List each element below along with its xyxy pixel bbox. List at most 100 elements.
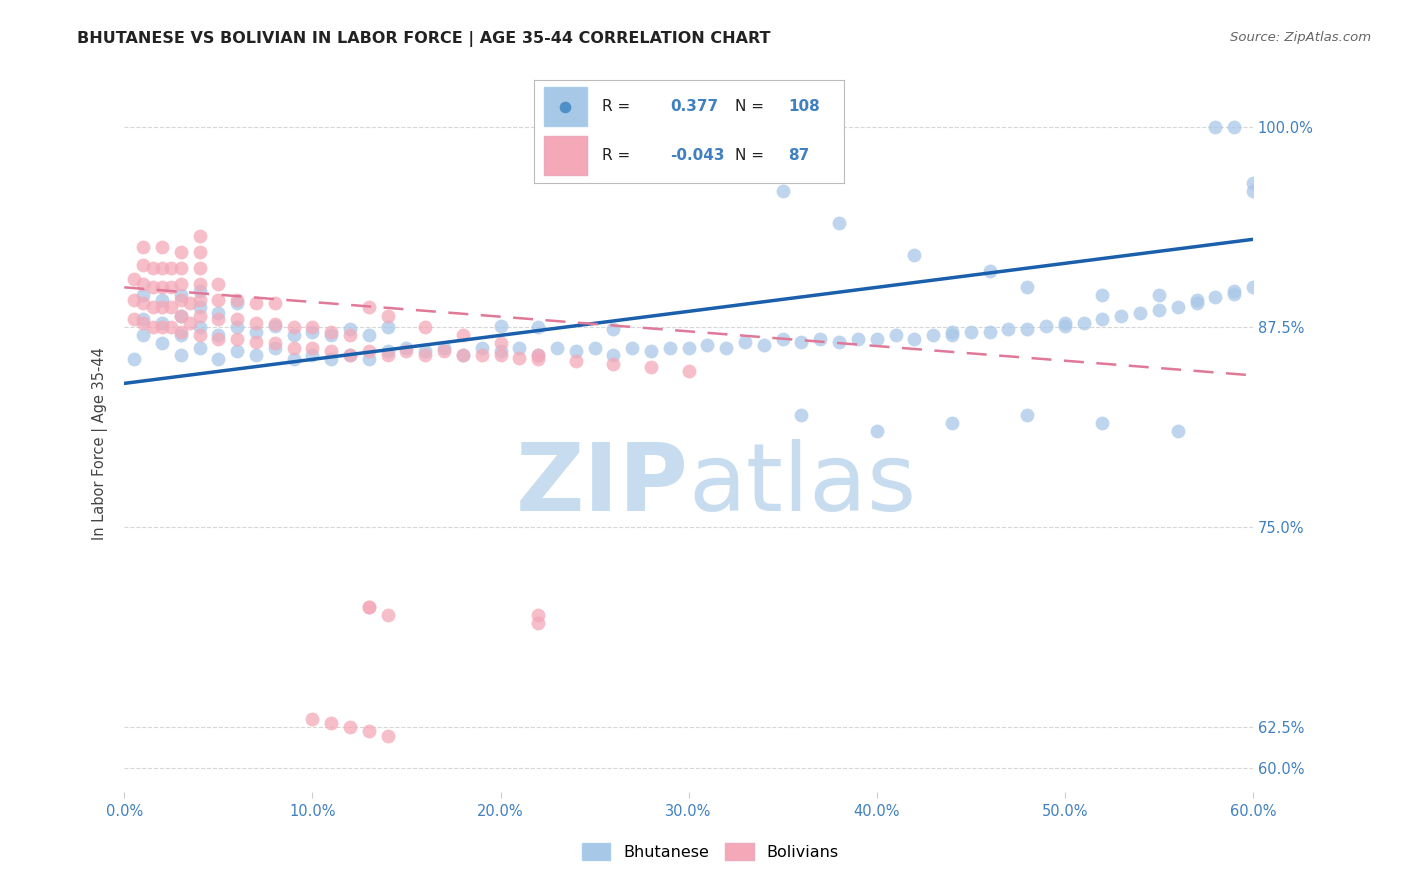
Point — [321, 715, 343, 730]
Point — [377, 608, 399, 623]
Point — [489, 318, 512, 333]
Point — [1223, 286, 1246, 301]
Point — [188, 229, 211, 244]
Point — [321, 352, 343, 367]
Point — [357, 600, 380, 615]
Point — [179, 316, 201, 330]
Point — [160, 261, 183, 276]
Point — [554, 100, 576, 114]
Point — [658, 341, 681, 355]
Point — [188, 277, 211, 292]
Point — [207, 332, 229, 346]
Point — [245, 316, 267, 330]
Point — [160, 280, 183, 294]
Text: ZIP: ZIP — [516, 439, 689, 531]
Point — [170, 325, 193, 339]
Point — [451, 347, 474, 361]
Point — [1109, 309, 1132, 323]
Point — [377, 309, 399, 323]
Point — [489, 347, 512, 361]
Point — [283, 341, 305, 355]
Y-axis label: In Labor Force | Age 35-44: In Labor Force | Age 35-44 — [93, 347, 108, 540]
Point — [301, 713, 323, 727]
Point — [160, 300, 183, 314]
Point — [321, 328, 343, 343]
Text: N =: N = — [735, 99, 765, 114]
Point — [1035, 318, 1057, 333]
Point — [941, 325, 963, 339]
Point — [188, 245, 211, 260]
Point — [170, 261, 193, 276]
Point — [132, 240, 155, 254]
Point — [527, 352, 550, 367]
Point — [283, 328, 305, 343]
Point — [132, 312, 155, 326]
Point — [226, 293, 249, 307]
Point — [734, 334, 756, 349]
Point — [678, 341, 700, 355]
Point — [564, 354, 586, 368]
Point — [979, 264, 1001, 278]
Point — [122, 272, 145, 286]
Point — [188, 309, 211, 323]
Point — [377, 320, 399, 334]
Point — [339, 322, 361, 336]
Point — [150, 240, 173, 254]
Point — [283, 320, 305, 334]
Point — [321, 325, 343, 339]
Point — [150, 320, 173, 334]
Point — [413, 344, 436, 359]
Point — [170, 328, 193, 343]
Point — [226, 344, 249, 359]
Point — [433, 344, 456, 359]
Point — [301, 341, 323, 355]
Point — [188, 284, 211, 298]
Point — [602, 357, 624, 371]
Text: 0.377: 0.377 — [671, 99, 718, 114]
Point — [339, 721, 361, 735]
Point — [1241, 280, 1264, 294]
Point — [922, 328, 945, 343]
Point — [357, 352, 380, 367]
Point — [1204, 290, 1226, 304]
Point — [301, 325, 323, 339]
Point — [1073, 316, 1095, 330]
Point — [357, 300, 380, 314]
Point — [997, 322, 1019, 336]
Point — [283, 352, 305, 367]
Point — [226, 320, 249, 334]
Point — [301, 320, 323, 334]
Point — [170, 309, 193, 323]
Point — [489, 336, 512, 351]
Point — [141, 261, 163, 276]
Point — [903, 332, 925, 346]
Point — [1147, 302, 1170, 317]
Point — [141, 300, 163, 314]
Point — [1091, 312, 1114, 326]
Point — [1241, 184, 1264, 198]
Point — [188, 341, 211, 355]
Point — [1017, 322, 1039, 336]
Point — [207, 277, 229, 292]
Point — [122, 352, 145, 367]
Text: N =: N = — [735, 148, 765, 162]
Point — [245, 347, 267, 361]
Point — [188, 300, 211, 314]
Point — [1185, 293, 1208, 307]
Point — [790, 409, 813, 423]
Point — [207, 293, 229, 307]
Point — [866, 332, 889, 346]
Point — [263, 318, 285, 333]
Point — [1223, 284, 1246, 298]
Point — [226, 332, 249, 346]
Point — [527, 616, 550, 631]
Point — [451, 347, 474, 361]
Point — [357, 344, 380, 359]
Point — [132, 296, 155, 310]
Point — [1129, 306, 1152, 320]
Point — [696, 338, 718, 352]
Point — [508, 351, 530, 365]
Point — [471, 347, 494, 361]
Point — [357, 723, 380, 738]
Point — [132, 316, 155, 330]
